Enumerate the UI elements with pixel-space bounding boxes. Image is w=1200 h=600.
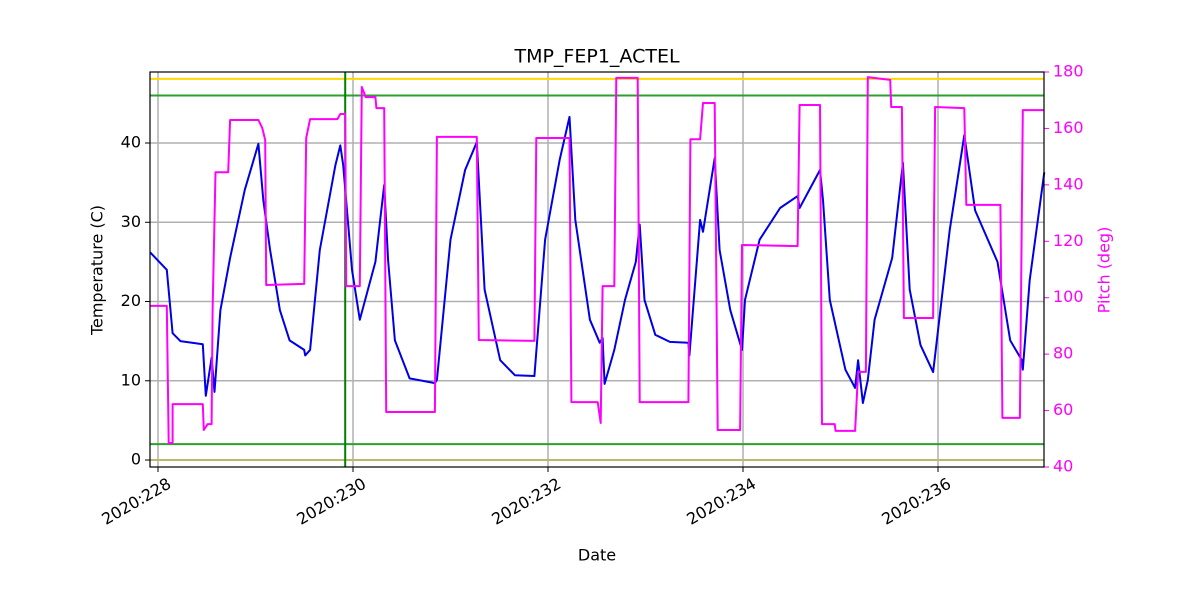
y-axis-label: Temperature (C) bbox=[88, 205, 107, 336]
y-tick-label: 20 bbox=[121, 291, 141, 310]
y-tick-label: 30 bbox=[121, 212, 141, 231]
y2-tick-label: 80 bbox=[1053, 344, 1073, 363]
line-series bbox=[149, 115, 1046, 404]
x-tick-label: 2020:236 bbox=[878, 474, 954, 529]
y-tick-label: 40 bbox=[121, 133, 141, 152]
y2-tick-label: 180 bbox=[1053, 62, 1084, 81]
y-tick-label: 10 bbox=[121, 370, 141, 389]
x-tick-label: 2020:228 bbox=[98, 474, 174, 529]
chart-title: TMP_FEP1_ACTEL bbox=[513, 46, 679, 68]
x-axis-label: Date bbox=[578, 546, 616, 565]
y2-axis-label: Pitch (deg) bbox=[1095, 227, 1114, 314]
y2-tick-label: 40 bbox=[1053, 457, 1073, 476]
y2-tick-label: 160 bbox=[1053, 118, 1084, 137]
y-tick-label: 0 bbox=[131, 450, 141, 469]
y2-tick-label: 140 bbox=[1053, 174, 1084, 193]
y2-tick-label: 100 bbox=[1053, 287, 1084, 306]
x-tick-label: 2020:232 bbox=[488, 474, 564, 529]
y2-tick-label: 120 bbox=[1053, 231, 1084, 250]
plot-frame bbox=[149, 71, 1045, 468]
x-tick-label: 2020:230 bbox=[293, 474, 369, 529]
y2-tick-label: 60 bbox=[1053, 400, 1073, 419]
x-tick-label: 2020:234 bbox=[683, 474, 759, 529]
line-series bbox=[150, 76, 1045, 444]
